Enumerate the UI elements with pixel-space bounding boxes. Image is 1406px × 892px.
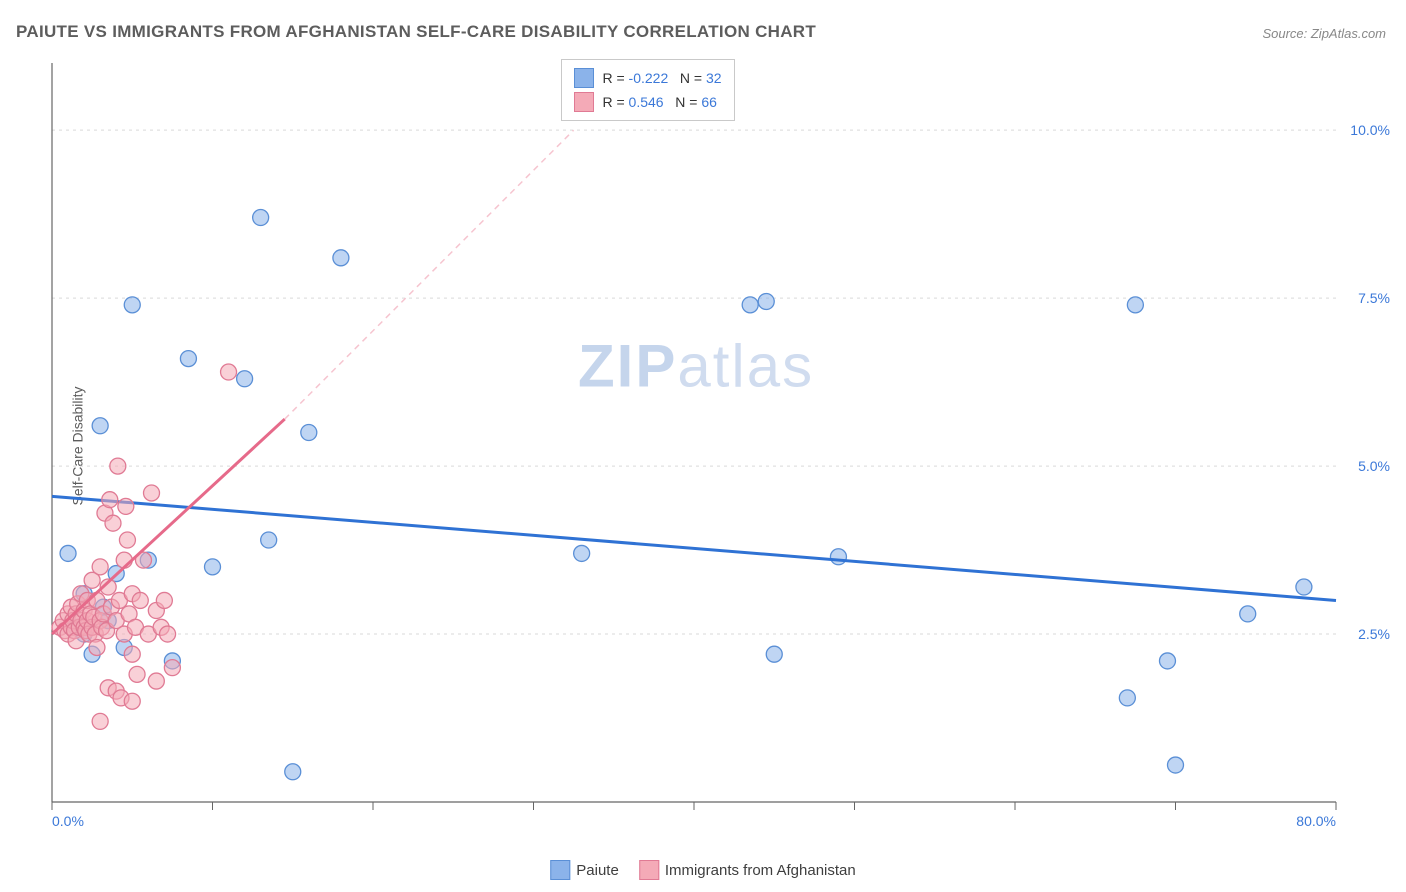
- data-point: [164, 660, 180, 676]
- legend-series-label: Immigrants from Afghanistan: [665, 862, 856, 879]
- data-point: [1240, 606, 1256, 622]
- data-point: [92, 559, 108, 575]
- data-point: [180, 351, 196, 367]
- legend-swatch: [639, 860, 659, 880]
- data-point: [124, 297, 140, 313]
- data-point: [105, 515, 121, 531]
- legend-swatch: [550, 860, 570, 880]
- legend-swatch: [574, 92, 594, 112]
- data-point: [124, 646, 140, 662]
- data-point: [144, 485, 160, 501]
- y-tick-label: 5.0%: [1358, 458, 1390, 474]
- data-point: [148, 673, 164, 689]
- legend-series: Paiute Immigrants from Afghanistan: [550, 860, 855, 880]
- data-point: [124, 693, 140, 709]
- legend-correlation: R = -0.222 N = 32 R = 0.546 N = 66: [561, 59, 734, 121]
- data-point: [60, 545, 76, 561]
- data-point: [119, 532, 135, 548]
- legend-swatch: [574, 68, 594, 88]
- data-point: [574, 545, 590, 561]
- legend-series-item: Immigrants from Afghanistan: [639, 860, 856, 880]
- x-tick-label: 0.0%: [52, 813, 84, 829]
- data-point: [766, 646, 782, 662]
- legend-series-item: Paiute: [550, 860, 619, 880]
- trend-line-dashed: [285, 130, 574, 419]
- data-point: [118, 498, 134, 514]
- data-point: [89, 639, 105, 655]
- chart-title: PAIUTE VS IMMIGRANTS FROM AFGHANISTAN SE…: [16, 22, 816, 42]
- data-point: [758, 293, 774, 309]
- data-point: [221, 364, 237, 380]
- data-point: [285, 764, 301, 780]
- y-tick-label: 2.5%: [1358, 626, 1390, 642]
- y-tick-label: 10.0%: [1350, 122, 1390, 138]
- data-point: [333, 250, 349, 266]
- chart-svg: 2.5% 5.0% 7.5% 10.0% 0.0% 80.0%: [50, 55, 1396, 832]
- trend-line: [52, 496, 1336, 600]
- legend-r-n-text: R = -0.222 N = 32: [602, 70, 721, 86]
- data-point: [237, 371, 253, 387]
- legend-correlation-row: R = 0.546 N = 66: [574, 90, 721, 114]
- data-point: [253, 210, 269, 226]
- data-point: [301, 425, 317, 441]
- chart-area: 2.5%5.0%7.5%10.0%0.0%80.0% ZIPatlas R = …: [50, 55, 1396, 832]
- legend-correlation-row: R = -0.222 N = 32: [574, 66, 721, 90]
- y-tick-label: 7.5%: [1358, 290, 1390, 306]
- data-point: [261, 532, 277, 548]
- data-point: [160, 626, 176, 642]
- legend-series-label: Paiute: [576, 862, 619, 879]
- data-point: [102, 492, 118, 508]
- data-point: [1119, 690, 1135, 706]
- data-point: [205, 559, 221, 575]
- x-tick-label: 80.0%: [1296, 813, 1336, 829]
- data-point: [92, 713, 108, 729]
- legend-r-n-text: R = 0.546 N = 66: [602, 94, 716, 110]
- data-point: [129, 666, 145, 682]
- data-point: [1127, 297, 1143, 313]
- data-point: [1296, 579, 1312, 595]
- data-point: [1159, 653, 1175, 669]
- data-point: [132, 592, 148, 608]
- data-point: [110, 458, 126, 474]
- data-point: [1168, 757, 1184, 773]
- data-point: [830, 549, 846, 565]
- data-point: [92, 418, 108, 434]
- data-point: [742, 297, 758, 313]
- data-point: [156, 592, 172, 608]
- source-label: Source: ZipAtlas.com: [1262, 26, 1386, 41]
